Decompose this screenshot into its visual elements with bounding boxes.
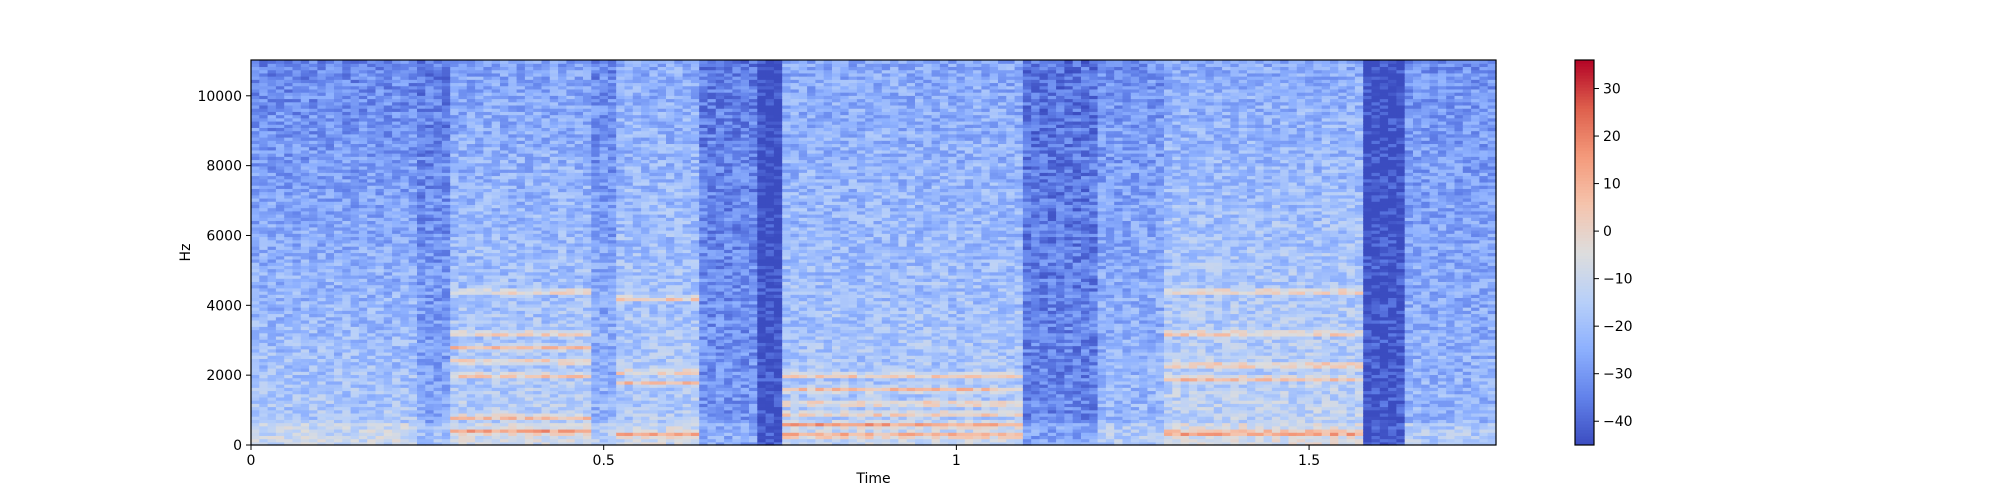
spectrogram-heatmap bbox=[251, 60, 1497, 446]
